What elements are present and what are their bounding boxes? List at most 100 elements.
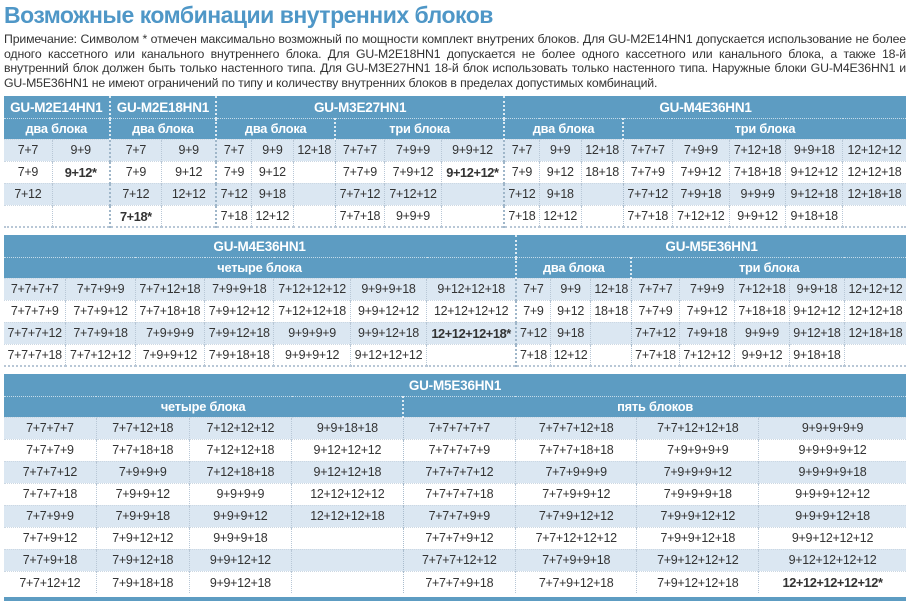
empty-cell: [440, 182, 505, 206]
combination-cell: 9+12+12+18: [426, 277, 517, 301]
combination-cell: 7+7+9+12+18: [514, 570, 637, 594]
combination-cell: 7+18+18: [733, 299, 790, 323]
combination-cell: 9+9: [549, 277, 591, 301]
section-header: пять блоков: [402, 395, 906, 418]
combination-cell: 7+9: [515, 299, 551, 323]
combination-cell: 9+9+9: [733, 321, 790, 345]
combination-cell: 7+9+9+9+18: [636, 482, 759, 506]
combination-cell: 7+9+12+12: [204, 299, 274, 323]
combination-cell: 7+7+7+18+18: [514, 438, 637, 462]
combination-cell: 7+9+18+18: [204, 343, 274, 367]
combination-cell: 7+9+9+9+9: [636, 438, 759, 462]
combination-cell: 7+7+12: [622, 182, 673, 206]
combination-cell: 7+7+12+12: [65, 343, 136, 367]
table-row: 7+7+7+18 7+7+12+12 7+9+9+12 7+9+18+18 9+9+9+…: [4, 343, 906, 367]
combination-cell: 7+7+9: [630, 299, 680, 323]
combination-cell: 7+9+9: [384, 138, 442, 162]
combination-cell: 7+7+7+9+9: [402, 504, 516, 528]
combination-cell: 7+7+12: [630, 321, 680, 345]
combination-cell: 12+18: [590, 277, 632, 301]
combination-cell: 9+9+9+12: [188, 504, 292, 528]
combination-cell: 7+12: [215, 182, 252, 206]
combination-cell: 7+7+7+12+18: [514, 416, 637, 440]
combination-cell: 9+9+9+12: [273, 343, 351, 367]
combination-cell: 12+12+18: [842, 160, 906, 184]
table-row: 7+18* 7+18 12+12 7+7+18 9+9+9 7+18 12+12 7+7+18…: [4, 204, 906, 228]
empty-cell: [440, 204, 505, 228]
combination-cell: 7+9+12+12+18: [636, 570, 759, 594]
combination-cell: 7+18+18: [728, 160, 786, 184]
combination-cell: 7+12+18: [733, 277, 790, 301]
combination-cell: 7+12+18+18: [188, 460, 292, 484]
combination-cell: 12+12: [549, 343, 591, 367]
combination-cell: 7+9+9+9+12: [636, 460, 759, 484]
empty-cell: [580, 204, 623, 228]
combination-cell: 9+12: [549, 299, 591, 323]
empty-cell: [292, 160, 336, 184]
table-row: 7+7+9+18 7+9+12+18 9+9+12+12 7+7+7+12+12 7+7…: [4, 548, 906, 572]
combination-cell: 9+9: [538, 138, 582, 162]
combination-cell: 12+12+12+12+12*: [758, 570, 906, 594]
combination-cell: 7+7+18: [630, 343, 680, 367]
combination-cell: 7+7+7+7+18: [402, 482, 516, 506]
combination-cell: 9+9+9+18: [188, 526, 292, 550]
combination-cell: 9+9+12: [440, 138, 505, 162]
combination-cell: 9+9: [51, 138, 110, 162]
empty-cell: [161, 204, 217, 228]
combination-cell: 7+7+9+12: [65, 299, 136, 323]
combination-cell: 7+9+9+12: [95, 482, 190, 506]
model-header-row: GU-M4E36HN1 GU-M5E36HN1: [4, 235, 906, 258]
combination-cell: 12+18+18: [843, 321, 906, 345]
section-header: два блока: [108, 117, 217, 140]
combination-cell: 7+7+7+18: [4, 343, 66, 367]
combination-cell: 9+9+9+9+12: [758, 438, 906, 462]
empty-cell: [292, 204, 336, 228]
combination-cell: 7+7+12+12: [4, 570, 97, 594]
combination-cell: 9+12+12+12+12: [758, 548, 906, 572]
empty-cell: [590, 321, 632, 345]
empty-cell: [426, 343, 517, 367]
combination-cell: 7+7+7: [630, 277, 680, 301]
combination-cell: 9+18+18: [788, 343, 845, 367]
combination-cell: 12+18: [580, 138, 623, 162]
combination-cell: 12+18+18: [842, 182, 906, 206]
combination-cell: 7+7+7+12+12: [402, 548, 516, 572]
combination-cell: 12+12+12+18: [291, 504, 404, 528]
combination-cell: 9+9+12: [728, 204, 786, 228]
combination-cell: 9+9+12+12: [188, 548, 292, 572]
combination-cell: 7+7+9+9: [65, 277, 136, 301]
combination-cell: 9+12+12: [785, 160, 843, 184]
combination-cell: 7+12+12: [384, 182, 442, 206]
combination-cell: 18+18: [590, 299, 632, 323]
combination-cell: 12+12+18: [843, 299, 906, 323]
combination-cell: 7+12+12+12: [188, 416, 292, 440]
combination-cell: 9+18: [538, 182, 582, 206]
combination-cell: 7+7+9: [622, 160, 673, 184]
combination-cell: 9+12: [538, 160, 582, 184]
combination-cell: 7+12+12+12: [273, 277, 351, 301]
combination-cell: 9+18+18: [785, 204, 843, 228]
empty-cell: [4, 204, 53, 228]
table-row: 7+7+9+9 7+9+9+18 9+9+9+12 12+12+12+18 7+7+7+…: [4, 504, 906, 528]
combination-cell: 7+7+12+12+12: [514, 526, 637, 550]
combination-cell: 7+12: [108, 182, 162, 206]
combination-cell: 7+9: [503, 160, 540, 184]
combination-cell: 12+12+12: [843, 277, 906, 301]
section-header: три блока: [334, 117, 505, 140]
empty-cell: [51, 204, 110, 228]
combination-cell: 7+7+12+18: [134, 277, 205, 301]
combination-cell: 9+12: [161, 160, 217, 184]
combination-cell: 7+9+9+9: [134, 321, 205, 345]
combination-cell: 7+9+9: [671, 138, 730, 162]
section-header-row: четыре блока пять блоков: [4, 395, 906, 418]
empty-cell: [590, 343, 632, 367]
combination-cell: 9+9+18: [785, 138, 843, 162]
combination-cell: 7+9+18: [678, 321, 735, 345]
combination-cell: 9+9+9+9+18: [758, 460, 906, 484]
combination-cell: 9+9: [250, 138, 294, 162]
combination-cell: 9+12*: [51, 160, 110, 184]
model-header: GU-M3E27HN1: [215, 96, 505, 119]
combination-cell: 12+12: [161, 182, 217, 206]
combination-cell: 7+7+9: [334, 160, 385, 184]
combination-cell: 7+9+12: [384, 160, 442, 184]
